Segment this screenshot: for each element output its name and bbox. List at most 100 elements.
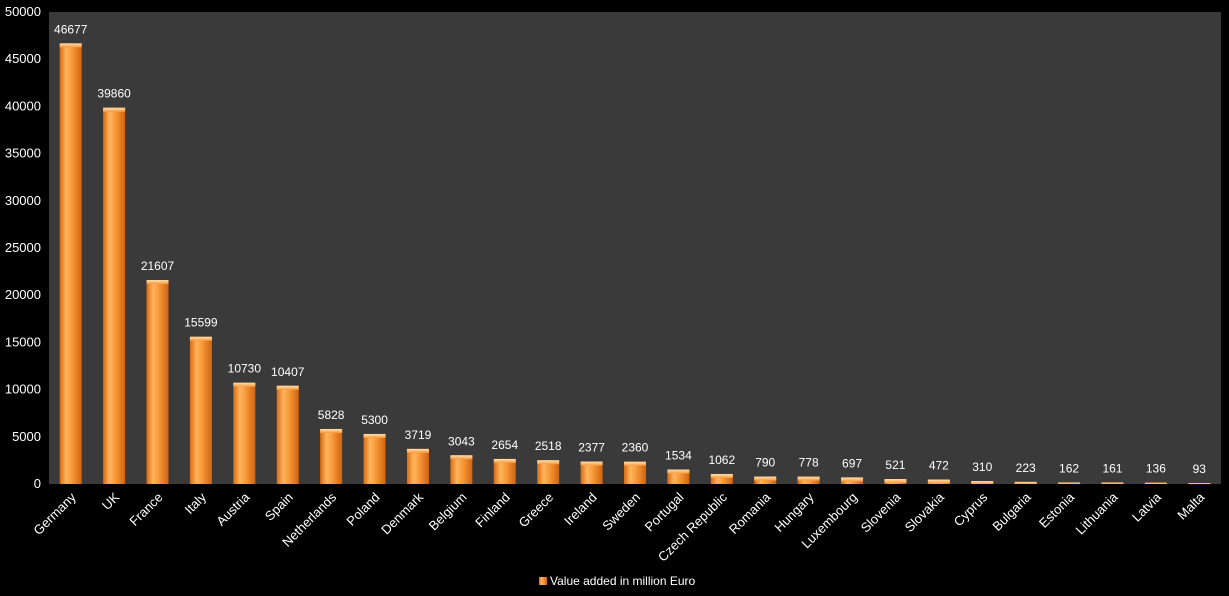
data-label: 521 <box>885 458 905 472</box>
bar-top-highlight <box>146 280 169 285</box>
data-label: 1062 <box>708 453 735 467</box>
bar-body <box>103 107 126 484</box>
bar <box>276 385 299 484</box>
x-tick-label: UK <box>99 489 123 513</box>
x-tick-label: Estonia <box>1036 489 1078 531</box>
bar <box>1014 481 1037 484</box>
bar-top-highlight <box>927 479 950 484</box>
x-tick-label: Austria <box>213 489 253 529</box>
x-tick-label: Italy <box>182 489 210 517</box>
x-tick-label: Cyprus <box>951 489 991 529</box>
bar <box>797 476 820 484</box>
bar <box>1188 483 1211 485</box>
bar-top-highlight <box>406 448 429 453</box>
bar <box>667 469 690 484</box>
bar-top-highlight <box>189 336 212 341</box>
bar-top-highlight <box>1101 482 1124 484</box>
bar <box>189 336 212 484</box>
x-tick-label: Spain <box>262 490 296 524</box>
data-label: 46677 <box>54 22 88 36</box>
y-tick-label: 30000 <box>5 193 41 208</box>
data-label: 93 <box>1193 462 1207 476</box>
y-tick-label: 0 <box>34 476 41 491</box>
bar-top-highlight <box>1144 482 1167 484</box>
bar <box>841 477 864 484</box>
bar-top-highlight <box>1058 482 1081 484</box>
bar-top-highlight <box>537 460 560 465</box>
bar-top-highlight <box>710 473 733 478</box>
bar-top-highlight <box>276 385 299 390</box>
data-label: 39860 <box>97 87 131 101</box>
data-label: 472 <box>929 459 949 473</box>
x-tick-label: Slovakia <box>902 489 948 535</box>
bar-body <box>493 458 516 484</box>
x-axis: Germany UK France Italy Austria SpainNetherla… <box>30 489 1208 565</box>
bar-body <box>406 448 429 484</box>
x-tick-label: Sweden <box>599 490 643 534</box>
x-tick-label: Romania <box>726 489 774 537</box>
bar-top-highlight <box>580 461 603 466</box>
bar <box>450 455 473 484</box>
y-tick-label: 10000 <box>5 382 41 397</box>
legend-swatch <box>539 577 547 585</box>
bar-body <box>233 382 256 484</box>
data-label: 3043 <box>448 434 475 448</box>
legend: Value added in million Euro <box>539 574 696 588</box>
bar-top-highlight <box>754 476 777 481</box>
bar <box>754 476 777 484</box>
bar <box>580 461 603 484</box>
x-tick-label: Slovenia <box>858 489 904 535</box>
bar-top-highlight <box>1188 483 1211 485</box>
bar <box>233 382 256 484</box>
bar-body <box>189 336 212 484</box>
data-label: 2518 <box>535 439 562 453</box>
data-label: 697 <box>842 456 862 470</box>
bar-top-highlight <box>103 107 126 112</box>
bar-top-highlight <box>363 433 386 438</box>
data-label: 5300 <box>361 413 388 427</box>
bar-body <box>276 385 299 484</box>
bar-top-highlight <box>493 458 516 463</box>
plot-area <box>49 12 1221 484</box>
bar <box>624 461 646 484</box>
x-tick-label: France <box>126 490 165 529</box>
legend-label: Value added in million Euro <box>550 574 696 588</box>
data-label: 15599 <box>184 316 218 330</box>
bar-body <box>580 461 603 484</box>
data-label: 223 <box>1016 461 1036 475</box>
data-label: 790 <box>755 456 775 470</box>
x-tick-label: Malta <box>1174 489 1208 523</box>
bar <box>1058 482 1081 484</box>
bar-body <box>710 473 733 484</box>
bar <box>537 460 560 484</box>
bar-body <box>320 428 343 484</box>
x-tick-label: Denmark <box>378 489 426 537</box>
data-label: 2360 <box>622 441 649 455</box>
y-tick-label: 20000 <box>5 287 41 302</box>
bar <box>406 448 429 484</box>
data-label: 162 <box>1059 461 1079 475</box>
bar <box>146 280 169 484</box>
x-tick-label: Belgium <box>426 490 470 534</box>
bar-body <box>450 455 473 484</box>
bar <box>927 479 950 484</box>
y-tick-label: 35000 <box>5 146 41 161</box>
bar-top-highlight <box>971 481 994 484</box>
data-label: 161 <box>1102 461 1122 475</box>
bar-top-highlight <box>797 476 820 481</box>
data-label: 136 <box>1146 462 1166 476</box>
bar <box>1144 482 1167 484</box>
bar-top-highlight <box>1014 481 1037 484</box>
x-tick-label: Ireland <box>561 490 600 529</box>
y-tick-label: 25000 <box>5 240 41 255</box>
bar-top-highlight <box>59 43 82 48</box>
bar-top-highlight <box>624 461 646 466</box>
data-label: 778 <box>799 456 819 470</box>
data-label: 5828 <box>318 408 345 422</box>
y-tick-label: 45000 <box>5 51 41 66</box>
x-tick-label: Lithuania <box>1073 489 1121 537</box>
bar <box>971 481 994 484</box>
x-tick-label: Finland <box>472 490 513 531</box>
data-label: 2377 <box>578 441 605 455</box>
bar <box>493 458 516 484</box>
